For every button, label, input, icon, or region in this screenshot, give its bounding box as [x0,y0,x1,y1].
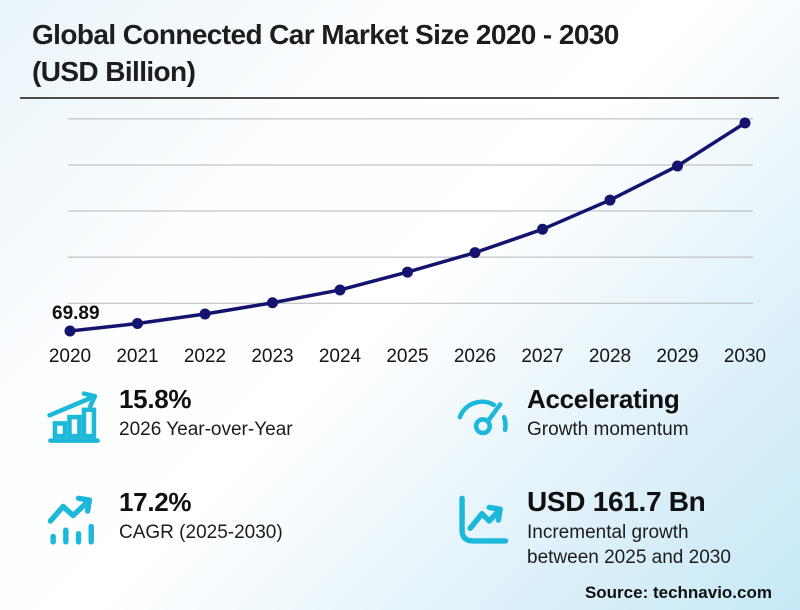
stat-value: USD 161.7 Bn [527,486,706,517]
data-point-2030 [739,117,751,129]
x-tick-label-2022: 2022 [184,346,226,367]
stat-value: 15.8% [119,384,192,414]
stat-label: Incremental growth between 2025 and 2030 [527,522,731,568]
data-point-2027 [537,223,548,235]
gauge-icon [453,389,511,447]
stat-value: Accelerating [527,384,680,414]
data-point-2020 [64,325,76,337]
stat-text: 17.2% CAGR (2025-2030) [119,487,283,545]
x-tick-label-2023: 2023 [251,346,293,367]
data-point-2023 [267,297,278,309]
stat-label: Growth momentum [527,419,689,440]
x-tick-label-2025: 2025 [386,346,428,367]
data-point-2025 [402,266,413,278]
stat-text: Accelerating Growth momentum [527,384,689,442]
x-tick-label-2024: 2024 [319,346,362,367]
data-point-2029 [672,160,683,172]
bar-chart-growth-icon [45,389,103,447]
x-tick-label-2020: 2020 [49,346,91,367]
data-point-2022 [199,308,211,320]
data-point-2021 [132,318,143,330]
stat-text: 15.8% 2026 Year-over-Year [119,384,293,442]
stat-cagr: 17.2% CAGR (2025-2030) [45,487,453,570]
x-tick-label-2028: 2028 [589,346,631,367]
x-tick-label-2027: 2027 [521,346,563,367]
stat-yoy-growth: 15.8% 2026 Year-over-Year [45,384,453,447]
page-title: Global Connected Car Market Size 2020 - … [32,19,619,87]
axis-trend-icon [453,492,511,550]
market-line-chart: 69.89 2020 2021 2022 2023 2024 2025 2026 2027 202… [49,117,766,367]
stat-text: USD 161.7 Bn Incremental growth between … [527,487,731,570]
stats-grid: 15.8% 2026 Year-over-Year Accelerating G… [45,384,775,570]
source-credit: Source: technavio.com [584,583,772,602]
stat-incremental-growth: USD 161.7 Bn Incremental growth between … [453,487,775,570]
title-divider [20,97,779,99]
stat-value: 17.2% [119,487,192,517]
stat-label: CAGR (2025-2030) [119,522,283,543]
x-tick-label-2029: 2029 [656,346,698,367]
x-tick-label-2021: 2021 [116,346,158,367]
data-point-2024 [334,284,346,296]
data-point-2028 [604,194,616,206]
x-tick-label-2030: 2030 [724,346,766,367]
trend-line [69,121,746,333]
stat-growth-momentum: Accelerating Growth momentum [453,384,775,447]
trend-bars-icon [45,492,103,550]
first-point-label: 69.89 [52,303,100,324]
data-point-2026 [469,247,481,259]
stat-label: 2026 Year-over-Year [119,419,293,440]
x-tick-label-2026: 2026 [454,346,496,367]
